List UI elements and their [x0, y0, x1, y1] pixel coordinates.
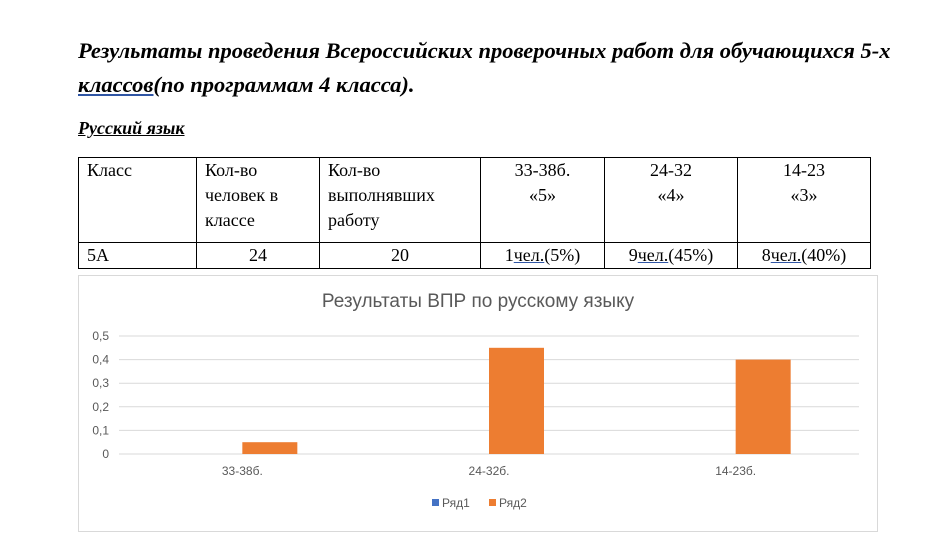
header-line: Кол-во [205, 160, 258, 180]
subject-title: Русский язык [78, 118, 185, 138]
header-participants: Кол-во выполнявших работу [319, 157, 481, 243]
y-tick-label: 0,4 [92, 353, 109, 367]
table-header-row: Класс Кол-во человек в классе Кол-во вып… [78, 157, 871, 243]
chart-title: Результаты ВПР по русскому языку [322, 291, 635, 312]
cell-percent: (40%) [801, 245, 847, 265]
cell-unit: чел. [637, 245, 669, 265]
chart-svg: Результаты ВПР по русскому языку 0 0,1 0,2 0… [92, 291, 859, 510]
cell-grade3: 8чел.(40%) [737, 242, 871, 269]
y-tick-label: 0,2 [92, 400, 109, 414]
x-tick-label: 24-32б. [469, 464, 510, 478]
cell-grade4: 9чел.(45%) [604, 242, 738, 269]
header-line: работу [328, 210, 380, 230]
header-class: Класс [78, 157, 197, 243]
cell-participants: 20 [319, 242, 481, 269]
bar [735, 359, 791, 454]
header-line: Класс [87, 160, 132, 180]
legend-swatch [489, 499, 496, 506]
page-heading: Результаты проведения Всероссийских пров… [78, 34, 898, 102]
header-line: Кол-во [328, 160, 381, 180]
header-line: «3» [790, 185, 818, 205]
heading-text-1: Результаты проведения Всероссийских пров… [78, 38, 891, 63]
table-row: 5А 24 20 1чел.(5%) 9чел.(45%) 8чел.(40%) [78, 242, 871, 269]
cell-unit: чел. [770, 245, 802, 265]
header-students: Кол-во человек в классе [196, 157, 320, 243]
legend-label: Ряд2 [499, 496, 527, 510]
cell-unit: чел. [513, 245, 545, 265]
header-line: 33-38б. [514, 160, 571, 180]
results-chart: Результаты ВПР по русскому языку 0 0,1 0,2 0… [78, 275, 878, 532]
y-tick-label: 0,5 [92, 329, 109, 343]
bar [242, 442, 298, 454]
header-grade3: 14-23 «3» [737, 157, 871, 243]
legend-swatch [432, 499, 439, 506]
x-tick-label: 14-23б. [715, 464, 756, 478]
y-tick-label: 0,3 [92, 376, 109, 390]
cell-grade5: 1чел.(5%) [480, 242, 605, 269]
results-table: Класс Кол-во человек в классе Кол-во вып… [78, 157, 871, 269]
y-tick-label: 0 [102, 447, 109, 461]
header-line: выполнявших [328, 185, 435, 205]
header-line: 14-23 [783, 160, 825, 180]
cell-percent: (45%) [668, 245, 714, 265]
heading-text-2: по программам 4 класса). [160, 72, 415, 97]
heading-underlined-text: классов( [78, 72, 161, 97]
header-line: «4» [657, 185, 685, 205]
header-line: классе [205, 210, 255, 230]
header-line: человек в [205, 185, 279, 205]
x-tick-label: 33-38б. [222, 464, 263, 478]
cell-count: 8 [761, 245, 771, 265]
bar [489, 347, 544, 454]
header-line: 24-32 [650, 160, 692, 180]
header-grade4: 24-32 «4» [604, 157, 738, 243]
legend-label: Ряд1 [442, 496, 470, 510]
cell-count: 9 [628, 245, 638, 265]
header-grade5: 33-38б. «5» [480, 157, 605, 243]
header-line: «5» [529, 185, 556, 205]
cell-percent: (5%) [544, 245, 581, 265]
y-tick-label: 0,1 [92, 423, 109, 437]
cell-count: 1 [504, 245, 514, 265]
cell-students: 24 [196, 242, 320, 269]
cell-class: 5А [78, 242, 197, 269]
